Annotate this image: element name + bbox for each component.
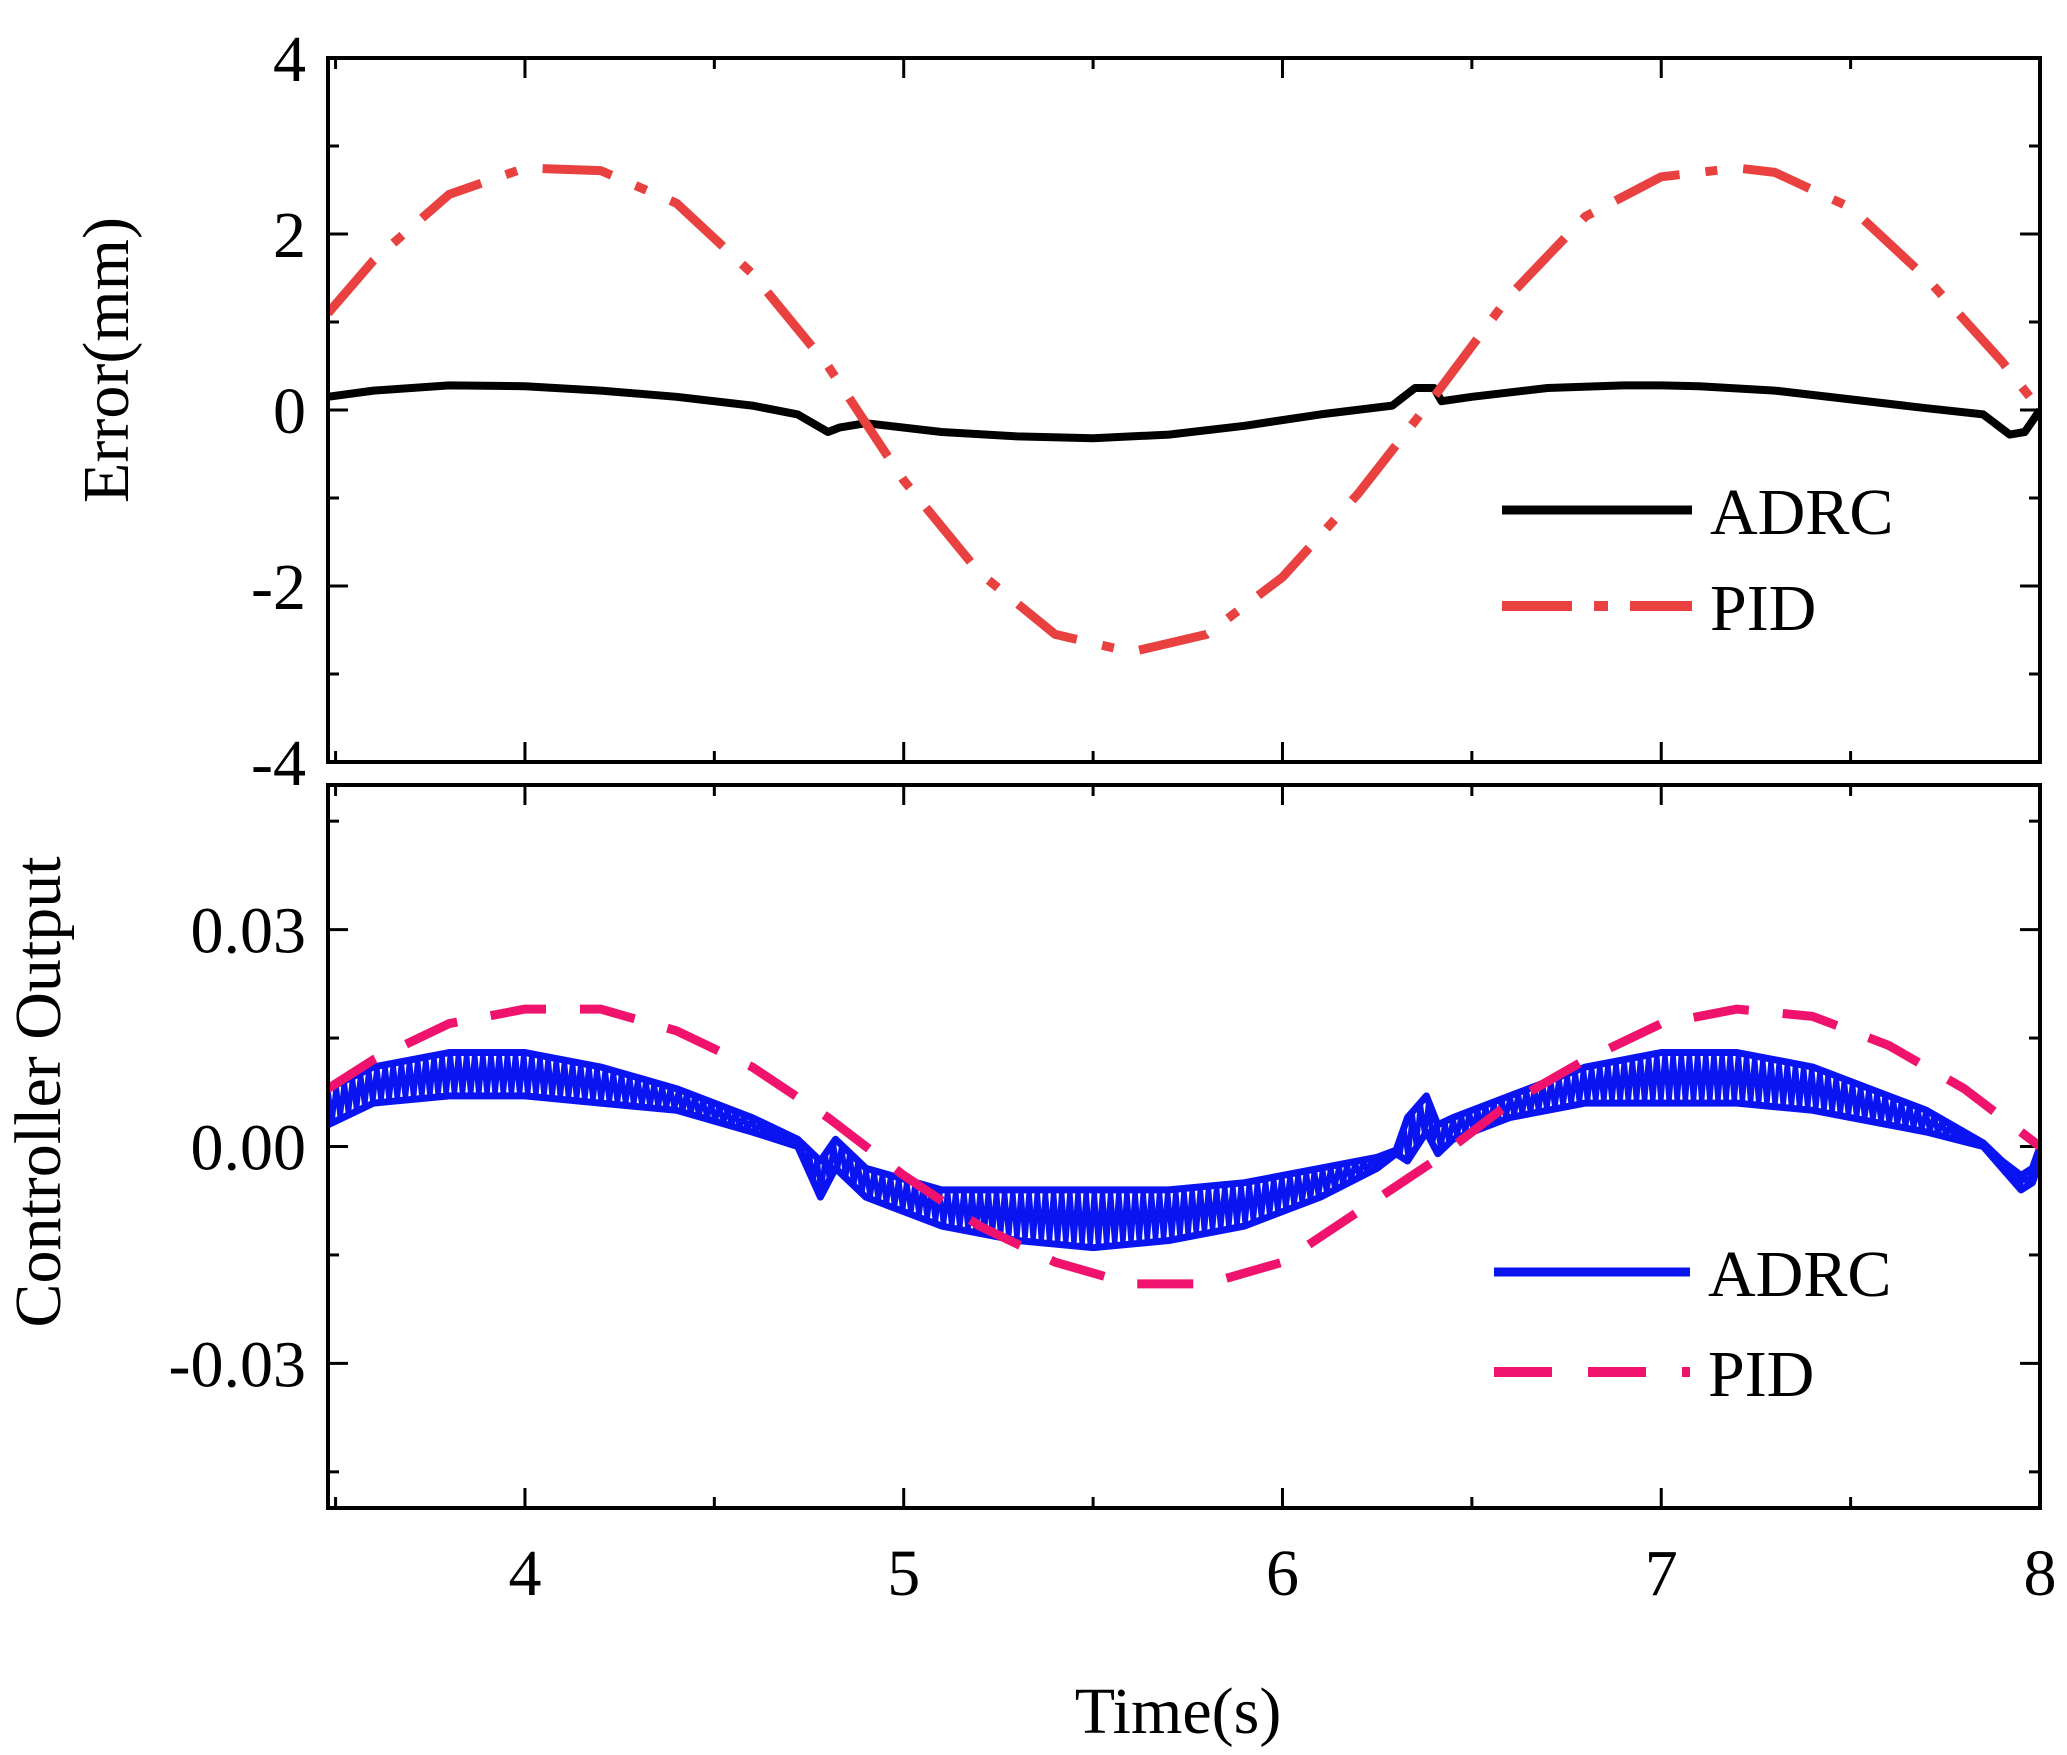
series-adrc — [328, 381, 2040, 443]
series-pid — [328, 1004, 2040, 1289]
error-panel: 4 2 0 -2 -4 Error(mm) ADRC PID — [70, 23, 2042, 800]
x-tick-label: 6 — [1266, 1537, 1299, 1610]
y-tick-label: 0.03 — [191, 895, 307, 968]
series-adrc-lower — [328, 1092, 2040, 1252]
plot-frame — [326, 783, 2042, 1510]
series-group — [328, 1004, 2040, 1289]
legend: ADRC PID — [1502, 476, 1893, 645]
legend-label-adrc: ADRC — [1710, 476, 1893, 549]
y-axis-title: Controller Output — [2, 856, 75, 1327]
x-axis-title: Time(s) — [1075, 1675, 1282, 1748]
x-tick-label: 4 — [508, 1537, 541, 1610]
legend: ADRC PID — [1494, 1238, 1891, 1411]
y-tick-label: -0.03 — [169, 1328, 306, 1401]
legend-label-pid: PID — [1708, 1338, 1814, 1411]
controller-output-panel: 0.03 0.00 -0.03 Controller Output ADRC PID — [2, 783, 2042, 1510]
y-axis-title: Error(mm) — [70, 217, 143, 503]
y-tick-label: 0.00 — [191, 1112, 307, 1185]
y-tick-label: 0 — [273, 375, 306, 448]
y-tick-label: 2 — [273, 199, 306, 272]
x-tick-label: 8 — [2024, 1537, 2057, 1610]
series-adrc-upper — [328, 1049, 2040, 1194]
legend-label-pid: PID — [1710, 572, 1816, 645]
plot-frame — [326, 56, 2042, 764]
series-adrc-band — [328, 1050, 2040, 1250]
series-group — [328, 163, 2040, 657]
series-pid — [328, 163, 2040, 657]
y-tick-label: 4 — [273, 23, 306, 96]
x-tick-label: 7 — [1645, 1537, 1678, 1610]
y-tick-label: -4 — [251, 727, 306, 800]
shared-x-axis: 4 5 6 7 8 — [508, 1537, 2056, 1610]
y-tick-label: -2 — [251, 551, 306, 624]
legend-label-adrc: ADRC — [1708, 1238, 1891, 1311]
x-tick-label: 5 — [887, 1537, 920, 1610]
